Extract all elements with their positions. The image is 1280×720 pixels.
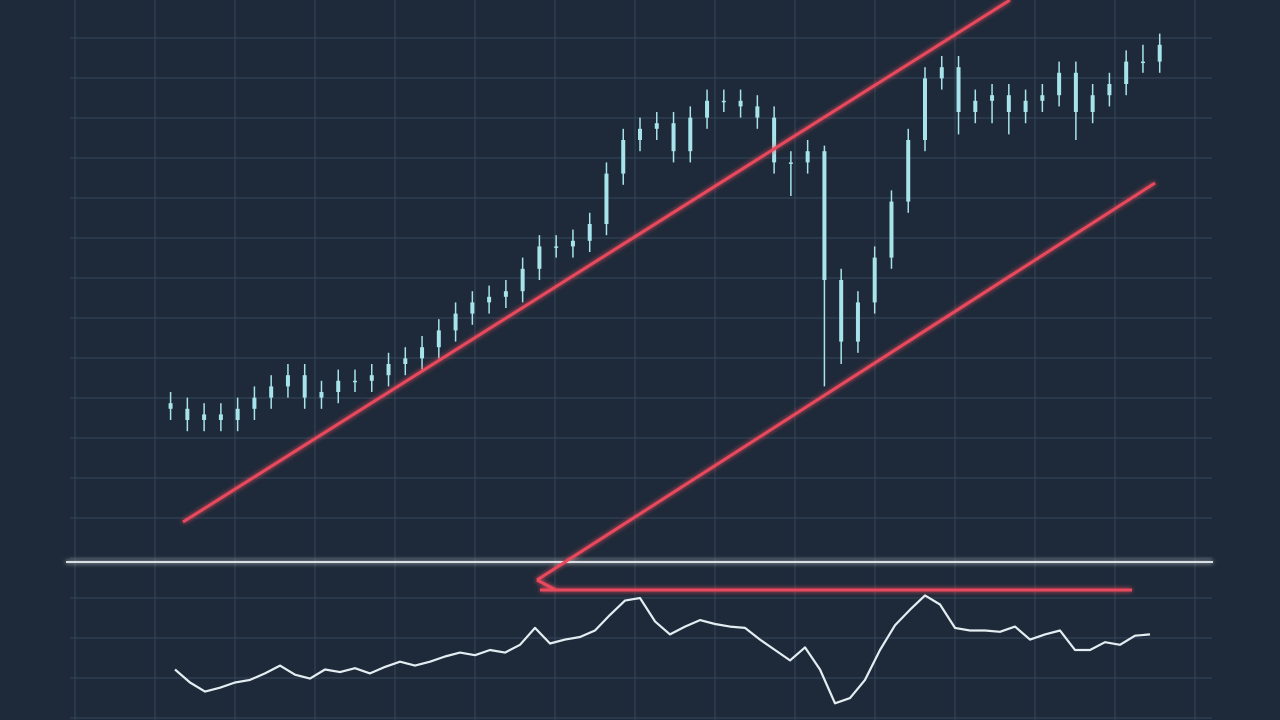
candle-body: [1140, 61, 1145, 64]
trend-line: [182, 0, 1011, 524]
candle-body: [403, 358, 408, 364]
candle-body: [202, 414, 207, 420]
candle-body: [738, 100, 743, 107]
candle-body: [906, 140, 911, 202]
candle-body: [990, 95, 995, 101]
candle-body: [755, 106, 760, 118]
candle-body: [436, 330, 441, 348]
candle-body: [973, 100, 978, 112]
candle-body: [235, 408, 240, 420]
candle-body: [336, 380, 341, 392]
marks: [168, 33, 1162, 705]
candle-body: [1057, 72, 1062, 96]
candle-body: [855, 302, 860, 342]
candle-body: [872, 257, 877, 303]
candle-body: [420, 347, 425, 359]
candle-body: [386, 364, 391, 376]
candle-body: [353, 380, 357, 383]
candle-body: [1157, 44, 1162, 62]
candle-body: [705, 100, 710, 118]
candle-body: [168, 403, 173, 409]
candle-body: [570, 240, 575, 247]
candle-body: [839, 280, 844, 342]
candle-body: [772, 117, 777, 163]
candle-body: [520, 268, 525, 292]
candle-body: [470, 302, 475, 314]
candle-body: [302, 375, 307, 398]
candle-body: [554, 246, 559, 248]
annotations: [66, 0, 1213, 592]
candle-body: [1073, 72, 1078, 112]
candle-body: [587, 224, 592, 241]
candle-body: [721, 100, 726, 103]
trend-line: [536, 578, 557, 592]
candle-body: [654, 123, 659, 129]
candle-body: [939, 67, 944, 79]
candle-body: [956, 67, 961, 112]
candle-body: [252, 397, 257, 409]
candle-body: [503, 291, 508, 297]
candle-body: [1023, 100, 1028, 112]
candle-body: [453, 313, 458, 331]
candle-body: [788, 162, 793, 164]
candle-body: [537, 246, 542, 269]
candle-body: [218, 414, 223, 420]
candle-body: [638, 128, 642, 140]
candle-body: [889, 201, 894, 258]
candle-body: [604, 173, 609, 224]
candle-body: [1006, 95, 1011, 112]
indicator-line: [174, 594, 1151, 705]
candle-body: [269, 386, 274, 398]
candle-body: [822, 151, 827, 280]
candle-body: [487, 296, 492, 303]
candle-body: [1040, 95, 1045, 101]
candle-body: [923, 78, 927, 140]
candle-body: [1124, 61, 1129, 84]
candle-body: [1107, 84, 1112, 96]
candle-body: [688, 117, 693, 152]
candle-body: [319, 392, 324, 398]
candle-body: [369, 375, 374, 381]
trend-line: [536, 181, 1156, 582]
candle-body: [805, 151, 810, 163]
candle-body: [285, 375, 290, 387]
candle-body: [621, 140, 626, 174]
grid: [70, 0, 1212, 720]
candle-body: [671, 123, 676, 152]
candle-body: [185, 408, 190, 420]
candle-body: [1090, 95, 1095, 112]
